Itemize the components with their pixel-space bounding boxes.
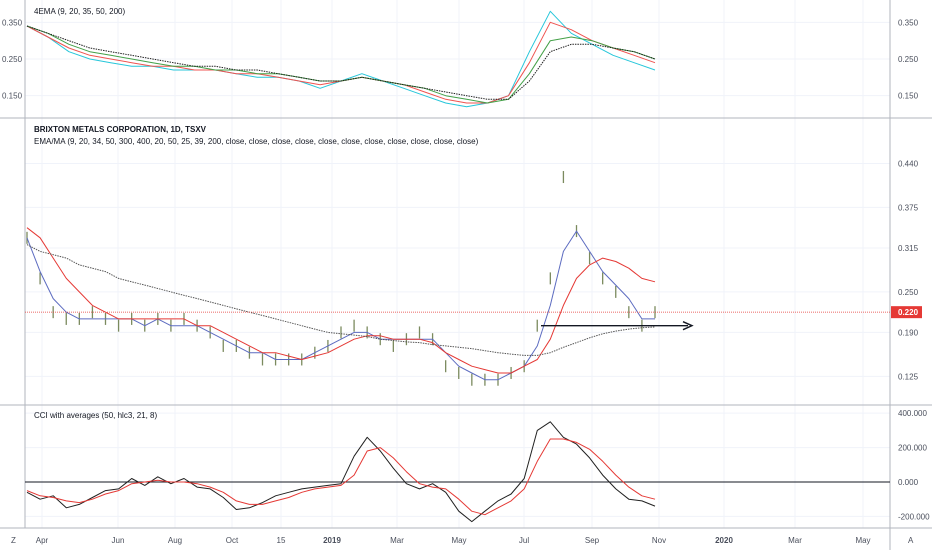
x-tick-label: Apr [36,536,49,545]
series-line [26,25,656,100]
y-tick-label-right: 0.125 [898,372,919,381]
y-tick-label-right: 200.000 [898,444,927,453]
y-tick-label-right: 0.150 [898,92,919,101]
x-tick-label: 2019 [323,536,341,545]
x-tick-label: Nov [652,536,666,545]
series-line [26,438,656,516]
arrow-head [682,321,694,331]
x-tick-label: Mar [390,536,404,545]
x-tick-label: Mar [788,536,802,545]
y-tick-label-right: 0.315 [898,244,919,253]
y-tick-label-right: -200.000 [898,512,930,521]
y-tick-label-right: 0.000 [898,478,919,487]
y-tick-label-right: 0.350 [898,18,919,27]
corner-left-label[interactable]: Z [11,536,16,545]
price-pane: 0.125 0.190 0.250 0.315 0.375 0.440 0.220 [25,160,922,386]
time-axis: Apr Jun Aug Oct 15 2019 Mar May Jul Sep Nov 2020 Mar… [36,536,871,545]
y-tick-label-right: 0.250 [898,55,919,64]
series-line [26,227,656,374]
corner-right-label[interactable]: A [908,536,914,545]
main-pane-title: BRIXTON METALS CORPORATION, 1D, TSXV [34,125,207,134]
x-tick-label: Sep [585,536,600,545]
cci-pane-title: CCI with averages (50, hlc3, 21, 8) [34,411,158,420]
series-line [26,244,656,356]
x-tick-label: Oct [226,536,239,545]
y-tick-label-left: 0.150 [2,92,23,101]
y-tick-label-right: 0.440 [898,160,919,169]
x-tick-label: Jul [519,536,529,545]
y-tick-label-left: 0.350 [2,18,23,27]
series-line [26,421,656,523]
x-tick-label: 15 [277,536,286,545]
x-tick-label: May [451,536,466,545]
y-tick-label-left: 0.250 [2,55,23,64]
last-price-tag [891,306,922,319]
x-tick-label: May [855,536,870,545]
ema-pane-title: 4EMA (9, 20, 35, 50, 200) [34,7,126,16]
x-tick-label: Jun [112,536,125,545]
ema-pane: 0.150 0.150 0.250 0.250 0.350 0.350 [2,10,919,108]
main-pane-subtitle: EMA/MA (9, 20, 34, 50, 300, 400, 20, 50,… [34,137,479,146]
y-tick-label-right: 400.000 [898,409,927,418]
x-tick-label: Aug [168,536,182,545]
x-tick-label: 2020 [715,536,733,545]
cci-pane: -200.000 0.000 200.000 400.000 [25,409,930,523]
last-price-label: 0.220 [898,308,919,317]
y-tick-label-right: 0.190 [898,328,919,337]
y-tick-label-right: 0.250 [898,288,919,297]
y-tick-label-right: 0.375 [898,203,919,212]
